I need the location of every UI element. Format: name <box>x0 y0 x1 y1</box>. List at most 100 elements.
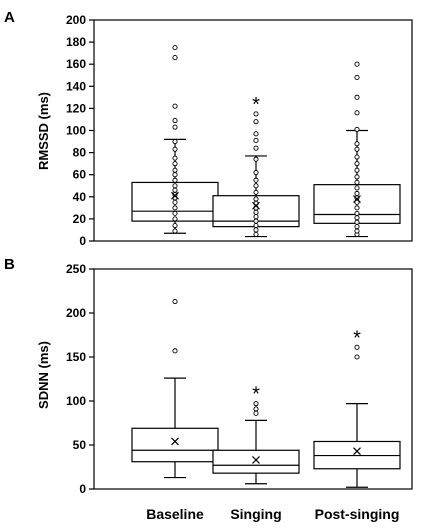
data-point-singing-a <box>253 231 259 237</box>
data-point-baseline-a <box>172 210 178 216</box>
data-point-post-singing-a <box>354 126 360 132</box>
data-point-baseline-a <box>172 205 178 211</box>
y-tick-label-b: 100 <box>66 394 86 408</box>
data-point-singing-a <box>253 196 259 202</box>
data-point-singing-a <box>253 183 259 189</box>
data-point-singing-b <box>253 410 259 416</box>
data-point-post-singing-a <box>354 141 360 147</box>
data-point-baseline-a <box>172 138 178 145</box>
mean-marker-baseline-b <box>171 437 179 446</box>
data-point-post-singing-a <box>354 219 360 225</box>
mean-marker-baseline-a <box>171 191 179 200</box>
y-tick-label-a: 20 <box>73 212 87 226</box>
data-point-singing-a <box>253 222 259 229</box>
data-point-baseline-a <box>172 177 178 183</box>
y-tick-label-a: 40 <box>73 190 87 204</box>
data-point-post-singing-a <box>354 190 360 197</box>
mean-marker-post-singing-b <box>353 447 361 456</box>
chart-panel-a: 0 20 40 60 80 100 120 140 160 180 200 * <box>66 13 413 248</box>
data-point-baseline-a <box>172 124 178 130</box>
data-point-baseline-a <box>172 183 178 189</box>
y-tick-label-a: 180 <box>66 35 86 49</box>
data-point-post-singing-a <box>354 94 360 100</box>
data-point-singing-a <box>253 177 259 183</box>
y-tick-label-a: 140 <box>66 79 86 93</box>
mean-marker-singing-b <box>252 456 260 464</box>
data-point-post-singing-a <box>354 161 360 167</box>
y-tick-label-a: 60 <box>73 168 87 182</box>
data-point-singing-b <box>253 406 259 412</box>
y-tick-label-b: 50 <box>73 438 87 452</box>
data-point-post-singing-a <box>354 185 360 191</box>
data-point-baseline-a <box>172 55 178 61</box>
data-point-baseline-a <box>172 167 178 173</box>
significance-asterisk-singing-b: * <box>252 384 260 406</box>
chart-panel-b: 0 50 100 150 200 250 * * <box>66 262 413 496</box>
data-point-baseline-b <box>172 348 178 354</box>
data-point-singing-a <box>253 145 259 151</box>
y-axis-label-b: SDNN (ms) <box>36 341 51 409</box>
data-point-post-singing-a <box>354 110 360 116</box>
panel-label-a: A <box>4 9 15 26</box>
data-point-baseline-a <box>172 155 178 161</box>
data-point-baseline-a <box>172 161 178 167</box>
data-point-baseline-b <box>172 299 178 305</box>
data-point-post-singing-a <box>354 61 360 67</box>
data-point-post-singing-a <box>354 205 360 211</box>
data-point-singing-a <box>253 218 259 224</box>
data-point-post-singing-a <box>354 179 360 185</box>
data-point-post-singing-a <box>354 210 360 216</box>
data-point-baseline-a <box>172 222 178 229</box>
data-point-baseline-a <box>172 172 178 178</box>
significance-asterisk-singing-a: * <box>252 94 260 116</box>
data-point-post-singing-a <box>354 146 360 152</box>
data-point-singing-a <box>253 189 259 195</box>
x-category-label-baseline: Baseline <box>146 506 204 522</box>
x-category-label-singing: Singing <box>230 506 281 522</box>
y-tick-label-b: 0 <box>79 482 86 496</box>
data-point-baseline-a <box>172 146 178 152</box>
data-point-baseline-a <box>172 45 178 51</box>
mean-marker-singing-a <box>252 201 260 210</box>
data-point-baseline-a <box>172 103 178 109</box>
data-point-singing-a <box>253 209 259 215</box>
box-singing-b <box>212 449 300 474</box>
data-point-singing-a <box>253 119 259 125</box>
data-point-post-singing-a <box>354 167 360 173</box>
data-point-baseline-a <box>172 228 178 234</box>
data-point-singing-a <box>253 131 259 137</box>
y-tick-label-a: 200 <box>66 13 86 27</box>
data-point-singing-b <box>253 401 259 407</box>
significance-asterisk-post-singing-b: * <box>353 327 361 349</box>
mean-marker-post-singing-a <box>353 195 361 203</box>
panel-label-b: B <box>4 256 15 273</box>
data-point-post-singing-b <box>354 354 360 360</box>
y-tick-label-a: 80 <box>73 146 87 160</box>
y-tick-label-a: 100 <box>66 124 86 138</box>
box-baseline-b <box>131 427 219 463</box>
y-tick-label-b: 200 <box>66 306 86 320</box>
data-point-baseline-a <box>172 216 178 222</box>
data-point-baseline-a <box>172 199 178 205</box>
x-category-label-post-singing: Post-singing <box>315 506 400 522</box>
data-point-singing-a <box>253 227 259 233</box>
y-tick-label-b: 150 <box>66 350 86 364</box>
data-point-baseline-a <box>172 118 178 124</box>
y-tick-label-a: 160 <box>66 57 86 71</box>
data-point-singing-a <box>253 214 259 220</box>
y-axis-label-a: RMSSD (ms) <box>36 92 51 170</box>
data-point-post-singing-a <box>354 215 360 221</box>
data-point-post-singing-a <box>354 154 360 160</box>
plot-frame-b <box>93 268 413 490</box>
data-point-singing-a <box>253 137 259 143</box>
y-tick-label-a: 0 <box>79 234 86 248</box>
data-point-post-singing-a <box>354 228 360 234</box>
data-point-singing-a <box>253 169 259 176</box>
data-point-post-singing-a <box>354 224 360 230</box>
data-point-post-singing-a <box>354 174 360 180</box>
data-point-singing-a <box>253 111 259 117</box>
data-point-post-singing-b <box>354 344 360 350</box>
y-tick-label-b: 250 <box>66 262 86 276</box>
data-point-baseline-a <box>172 187 178 193</box>
